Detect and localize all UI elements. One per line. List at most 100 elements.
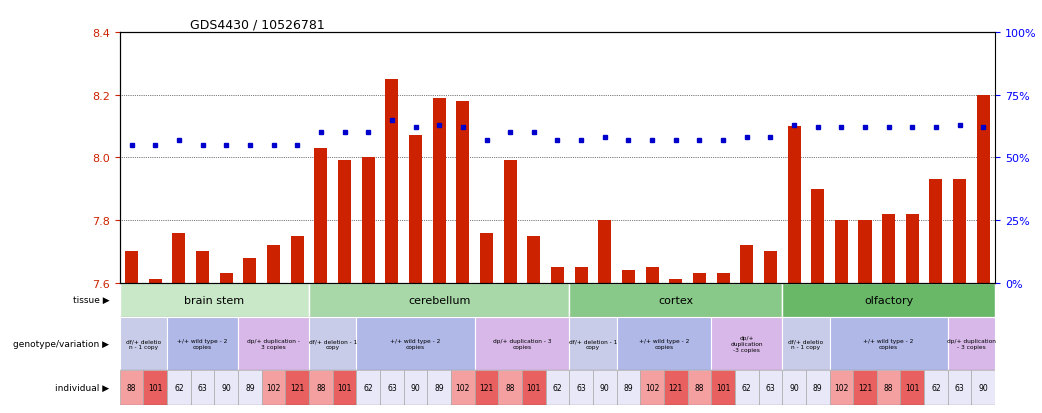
Text: +/+ wild type - 2
copies: +/+ wild type - 2 copies — [864, 338, 914, 349]
Text: 101: 101 — [905, 383, 919, 392]
Bar — [574, 267, 588, 283]
Text: 102: 102 — [645, 383, 660, 392]
Text: 63: 63 — [198, 383, 207, 392]
Text: 62: 62 — [742, 383, 751, 392]
Bar — [924, 370, 948, 405]
Bar — [239, 317, 309, 370]
Bar — [859, 221, 871, 283]
Text: 89: 89 — [623, 383, 634, 392]
Bar — [427, 370, 451, 405]
Text: 121: 121 — [479, 383, 494, 392]
Text: 88: 88 — [127, 383, 137, 392]
Bar — [764, 252, 777, 283]
Bar — [262, 370, 286, 405]
Bar — [239, 370, 262, 405]
Bar — [971, 370, 995, 405]
Text: 101: 101 — [148, 383, 163, 392]
Text: individual ▶: individual ▶ — [55, 383, 109, 392]
Bar — [783, 317, 829, 370]
Bar — [783, 283, 995, 317]
Bar — [593, 370, 617, 405]
Bar — [948, 317, 995, 370]
Bar — [976, 95, 990, 283]
Text: df/+ deletio
n - 1 copy: df/+ deletio n - 1 copy — [126, 338, 162, 349]
Bar — [332, 370, 356, 405]
Bar — [805, 370, 829, 405]
Bar — [953, 180, 966, 283]
Bar — [309, 283, 569, 317]
Text: 62: 62 — [552, 383, 563, 392]
Bar — [503, 161, 517, 283]
Bar — [759, 370, 783, 405]
Text: +/+ wild type - 2
copies: +/+ wild type - 2 copies — [639, 338, 689, 349]
Bar — [546, 370, 569, 405]
Text: dp/+ duplication - 3
copies: dp/+ duplication - 3 copies — [493, 338, 551, 349]
Bar — [551, 267, 564, 283]
Bar — [125, 252, 139, 283]
Text: 90: 90 — [978, 383, 988, 392]
Bar — [646, 267, 659, 283]
Text: 62: 62 — [932, 383, 941, 392]
Text: cortex: cortex — [659, 295, 693, 305]
Bar — [338, 161, 351, 283]
Bar — [640, 370, 664, 405]
Bar — [712, 317, 783, 370]
Bar — [167, 370, 191, 405]
Text: 121: 121 — [669, 383, 683, 392]
Bar — [712, 370, 735, 405]
Text: 62: 62 — [174, 383, 183, 392]
Text: cerebellum: cerebellum — [408, 295, 470, 305]
Text: 90: 90 — [600, 383, 610, 392]
Text: 63: 63 — [387, 383, 397, 392]
Bar — [522, 370, 546, 405]
Bar — [740, 245, 753, 283]
Text: brain stem: brain stem — [184, 295, 245, 305]
Text: 101: 101 — [716, 383, 730, 392]
Text: 102: 102 — [267, 383, 280, 392]
Bar — [362, 158, 375, 283]
Text: 88: 88 — [695, 383, 704, 392]
Text: dp/+
duplication
-3 copies: dp/+ duplication -3 copies — [730, 335, 763, 352]
Bar — [475, 370, 498, 405]
Bar — [380, 370, 403, 405]
Bar — [309, 317, 356, 370]
Bar — [309, 370, 332, 405]
Bar — [622, 271, 635, 283]
Bar — [788, 127, 800, 283]
Text: 89: 89 — [245, 383, 254, 392]
Bar — [410, 136, 422, 283]
Bar — [693, 273, 705, 283]
Text: 102: 102 — [455, 383, 470, 392]
Bar — [527, 236, 541, 283]
Bar — [167, 317, 239, 370]
Bar — [120, 370, 144, 405]
Bar — [883, 214, 895, 283]
Bar — [717, 273, 729, 283]
Bar — [783, 370, 805, 405]
Bar — [829, 370, 853, 405]
Bar — [149, 280, 162, 283]
Bar — [191, 370, 215, 405]
Bar — [315, 149, 327, 283]
Text: 90: 90 — [221, 383, 231, 392]
Bar — [215, 370, 239, 405]
Text: 90: 90 — [411, 383, 420, 392]
Text: tissue ▶: tissue ▶ — [73, 296, 109, 305]
Bar — [267, 245, 280, 283]
Bar — [173, 233, 185, 283]
Text: 63: 63 — [576, 383, 586, 392]
Bar — [853, 370, 876, 405]
Bar — [948, 370, 971, 405]
Text: 90: 90 — [789, 383, 799, 392]
Text: 88: 88 — [884, 383, 893, 392]
Bar — [386, 80, 398, 283]
Bar — [286, 370, 309, 405]
Bar — [432, 99, 446, 283]
Text: 102: 102 — [835, 383, 848, 392]
Text: dp/+ duplication -
3 copies: dp/+ duplication - 3 copies — [247, 338, 300, 349]
Bar — [617, 370, 640, 405]
Bar — [669, 280, 683, 283]
Bar — [220, 273, 232, 283]
Bar — [291, 236, 304, 283]
Bar — [480, 233, 493, 283]
